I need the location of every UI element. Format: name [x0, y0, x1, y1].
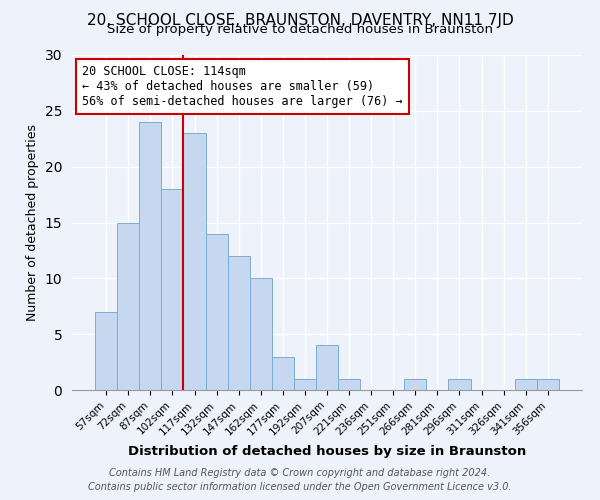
Bar — [272, 356, 294, 390]
Text: 20 SCHOOL CLOSE: 114sqm
← 43% of detached houses are smaller (59)
56% of semi-de: 20 SCHOOL CLOSE: 114sqm ← 43% of detache… — [82, 65, 403, 108]
Bar — [95, 312, 117, 390]
Bar — [206, 234, 227, 390]
X-axis label: Distribution of detached houses by size in Braunston: Distribution of detached houses by size … — [128, 445, 526, 458]
Bar — [184, 133, 206, 390]
Bar — [139, 122, 161, 390]
Bar — [404, 379, 427, 390]
Text: Size of property relative to detached houses in Braunston: Size of property relative to detached ho… — [107, 22, 493, 36]
Bar — [316, 346, 338, 390]
Bar — [161, 189, 184, 390]
Bar — [250, 278, 272, 390]
Text: 20, SCHOOL CLOSE, BRAUNSTON, DAVENTRY, NN11 7JD: 20, SCHOOL CLOSE, BRAUNSTON, DAVENTRY, N… — [86, 12, 514, 28]
Y-axis label: Number of detached properties: Number of detached properties — [26, 124, 39, 321]
Text: Contains HM Land Registry data © Crown copyright and database right 2024.
Contai: Contains HM Land Registry data © Crown c… — [88, 468, 512, 492]
Bar — [537, 379, 559, 390]
Bar — [448, 379, 470, 390]
Bar — [117, 222, 139, 390]
Bar — [515, 379, 537, 390]
Bar — [294, 379, 316, 390]
Bar — [227, 256, 250, 390]
Bar — [338, 379, 360, 390]
